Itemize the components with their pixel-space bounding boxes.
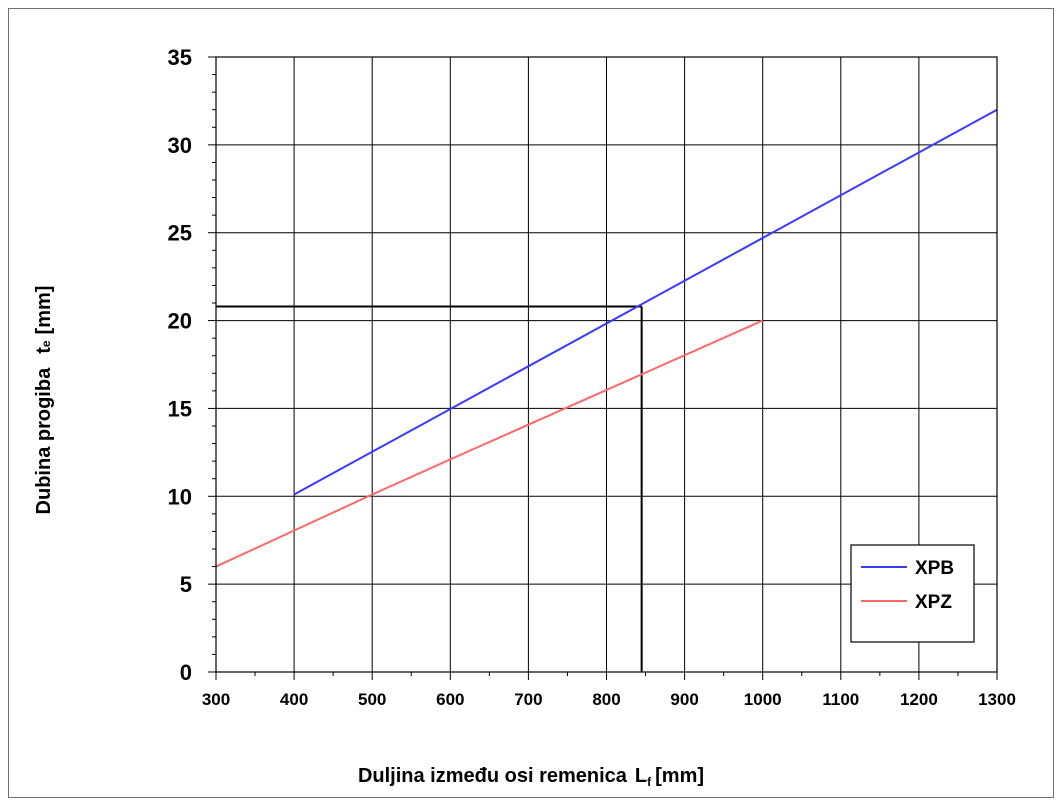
x-tick-label: 1100 — [822, 690, 859, 709]
reference-lines — [216, 305, 643, 672]
series-line-xpb — [293, 108, 998, 496]
legend-label: XPZ — [915, 592, 952, 613]
x-tick-label: 400 — [280, 690, 308, 709]
y-tick-label: 15 — [168, 396, 192, 421]
x-tick-label: 1000 — [744, 690, 782, 709]
x-tick-label: 700 — [514, 690, 542, 709]
y-tick-label: 0 — [180, 660, 192, 685]
y-tick-label: 20 — [168, 309, 192, 334]
plot-area-border — [215, 56, 998, 673]
legend-label: XPB — [915, 558, 954, 579]
x-tick-label: 600 — [436, 690, 464, 709]
y-tick-label: 30 — [168, 133, 192, 158]
x-tick-label: 300 — [202, 690, 230, 709]
x-tick-label: 1200 — [900, 690, 938, 709]
x-tick-label: 1300 — [978, 690, 1016, 709]
chart-frame — [8, 8, 1054, 798]
legend: XPB XPZ — [850, 544, 975, 643]
y-tick-label: 35 — [168, 45, 192, 70]
y-tick-label: 5 — [180, 572, 192, 597]
x-tick-label: 500 — [358, 690, 386, 709]
axes: 300 400 500 600 700 800 900 1000 1100 1200 1300 0 5 1… — [168, 45, 1016, 709]
series-line-xpz — [215, 319, 764, 568]
y-tick-label: 25 — [168, 221, 192, 246]
x-axis-title: Duljina između osi remenica Lf [mm] — [358, 765, 704, 789]
y-tick-label: 10 — [168, 484, 192, 509]
x-tick-label: 900 — [670, 690, 698, 709]
series-lines — [215, 108, 998, 568]
legend-box — [850, 544, 975, 643]
y-axis-title: Dubina progibate[mm] — [33, 286, 55, 515]
x-tick-label: 800 — [592, 690, 620, 709]
